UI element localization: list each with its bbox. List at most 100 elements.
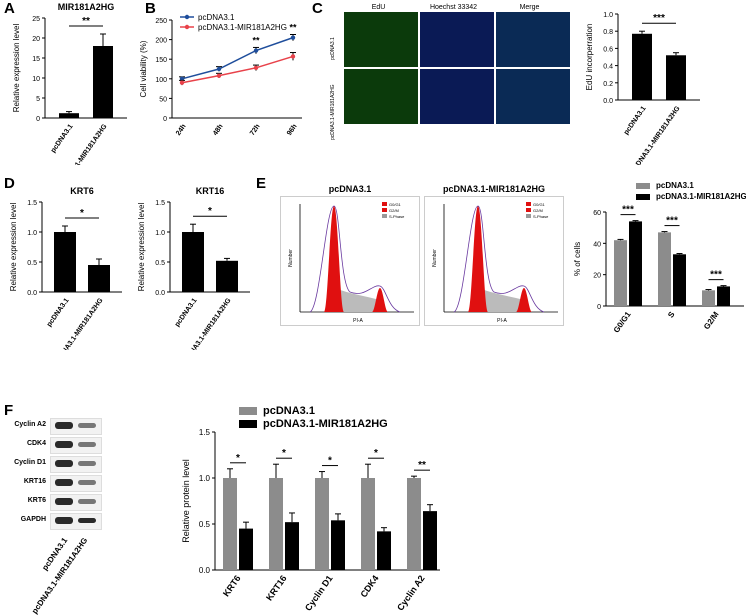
micro-row-treated: pcDNA3.1-MIR181A2HG bbox=[330, 84, 336, 140]
flow-control-x-label: PI-A bbox=[353, 318, 363, 324]
blot-band-treated bbox=[78, 423, 96, 428]
flow-treated-legend-label: G0/G1 bbox=[533, 202, 546, 207]
chart-c-sig-label: *** bbox=[653, 13, 665, 24]
chart-b-point bbox=[216, 66, 222, 72]
western-blot: Cyclin A2 CDK4 Cyclin D1 KRT16 KRT6 GAPDH pcDN… bbox=[0, 410, 165, 615]
chart-d-krt16-y-tick-label: 0.0 bbox=[155, 290, 165, 297]
blot-band-treated bbox=[78, 461, 96, 466]
blot-label: GAPDH bbox=[20, 516, 46, 523]
blot-band-control bbox=[55, 517, 73, 524]
flow-treated-y-label: Number bbox=[432, 249, 438, 267]
flow-treated-legend-swatch bbox=[526, 202, 531, 206]
chart-d-krt6: 0.0 0.5 1.0 1.5 Relative expression level pcD… bbox=[9, 186, 122, 350]
chart-d-krt6-y-label: Relative expression level bbox=[9, 203, 18, 292]
flow-control-legend-label: G0/G1 bbox=[389, 202, 402, 207]
chart-f-bar bbox=[361, 478, 375, 570]
chart-f-bar bbox=[239, 528, 253, 570]
micro-row-control: pcDNA3.1 bbox=[330, 37, 336, 60]
chart-d-krt6-y-tick-label: 1.0 bbox=[27, 230, 37, 237]
chart-f-x-tick-label: CDK4 bbox=[358, 573, 380, 599]
flow-control-y-label: Number bbox=[288, 249, 294, 267]
panel-letter-d: D bbox=[4, 175, 15, 192]
chart-f-y-tick-label: 0.0 bbox=[199, 566, 211, 575]
panel-letter-a: A bbox=[4, 0, 15, 17]
chart-d-krt6-title: KRT6 bbox=[70, 186, 94, 196]
chart-c-y-label: EdU incorperration bbox=[585, 24, 594, 91]
chart-a-title: MIR181A2HG bbox=[58, 2, 115, 12]
micro-edu-control bbox=[344, 12, 418, 67]
chart-f-sig-label: * bbox=[282, 448, 286, 459]
chart-a-y-label: Relative expression level bbox=[12, 24, 21, 113]
chart-f-bar bbox=[407, 478, 421, 570]
chart-f-bar bbox=[285, 522, 299, 570]
chart-f-sig-label: * bbox=[328, 456, 332, 467]
chart-f-y-label: Relative protein level bbox=[181, 459, 191, 543]
flow-control-g1-peak bbox=[324, 206, 344, 312]
flow-treated-legend-label: S-Phase bbox=[533, 214, 549, 219]
micro-col-merge: Merge bbox=[519, 4, 540, 11]
chart-d-krt6-y-tick-label: 0.0 bbox=[27, 290, 37, 297]
chart-d-krt16-bar bbox=[216, 260, 238, 292]
micro-edu-treated bbox=[344, 69, 418, 124]
chart-c-bar bbox=[632, 33, 652, 100]
blot-label: Cyclin A2 bbox=[14, 421, 46, 428]
chart-a-bar bbox=[93, 46, 113, 118]
chart-b-point bbox=[216, 73, 222, 78]
chart-e-y-tick-label: 40 bbox=[593, 241, 601, 248]
flow-control-legend-swatch bbox=[382, 202, 387, 206]
chart-f-y-tick-label: 0.5 bbox=[199, 520, 211, 529]
chart-c-bar bbox=[666, 55, 686, 100]
blot-label: KRT6 bbox=[27, 497, 46, 504]
chart-f-bar bbox=[223, 478, 237, 570]
blot-band-treated bbox=[78, 442, 96, 447]
chart-b-sig-96h: ** bbox=[289, 23, 297, 33]
blot-band-control bbox=[55, 460, 73, 467]
chart-b-y-label: Cell viability (%) bbox=[140, 40, 148, 97]
chart-d-krt16-bar bbox=[182, 232, 204, 292]
chart-b-y-tick-label: 150 bbox=[155, 57, 167, 64]
chart-d-krt16-x-tick-label: pcDNA3.1 bbox=[174, 297, 199, 328]
chart-e-bar bbox=[629, 221, 642, 306]
chart-a-bar bbox=[59, 113, 79, 118]
chart-a-y-tick-label: 15 bbox=[32, 56, 40, 63]
chart-b-y-tick-label: 200 bbox=[155, 38, 167, 45]
chart-b-y-tick-label: 100 bbox=[155, 77, 167, 84]
micro-hoechst-control bbox=[420, 12, 494, 67]
chart-f-y-tick-label: 1.0 bbox=[199, 474, 211, 483]
chart-f-x-tick-label: KRT6 bbox=[221, 573, 243, 598]
chart-e-bar bbox=[717, 286, 730, 306]
blot-band-treated bbox=[78, 499, 96, 504]
chart-e-bar bbox=[614, 240, 627, 306]
chart-b-legend-marker bbox=[184, 24, 190, 30]
blot-band-treated bbox=[78, 480, 96, 485]
micro-merge-treated bbox=[496, 69, 570, 124]
chart-e-y-label: % of cells bbox=[573, 242, 582, 276]
blot-band-control bbox=[55, 441, 73, 448]
micro-col-hoechst: Hoechst 33342 bbox=[429, 4, 478, 11]
chart-b-legend-label: pcDNA3.1-MIR181A2HG bbox=[198, 23, 287, 32]
micro-merge-control bbox=[496, 12, 570, 67]
chart-b-series-line bbox=[181, 36, 294, 80]
panel-letter-c: C bbox=[312, 0, 323, 17]
chart-f-bar bbox=[315, 478, 329, 570]
chart-b-legend-label: pcDNA3.1 bbox=[198, 13, 235, 22]
chart-f-x-tick-label: Cyclin A2 bbox=[395, 573, 427, 612]
chart-e-legend-label: pcDNA3.1-MIR181A2HG bbox=[656, 192, 746, 201]
flow-treated-legend-swatch bbox=[526, 214, 531, 218]
chart-b-point bbox=[179, 80, 185, 85]
chart-d-krt6-bar bbox=[88, 265, 110, 292]
chart-e-x-tick-label: G2/M bbox=[702, 310, 721, 331]
chart-e: 0 20 40 60 % of cells G0/G1 *** S *** G2/M *** pcDN… bbox=[573, 181, 746, 334]
chart-d-krt16-sig-label: * bbox=[208, 206, 212, 217]
chart-f-legend-label: pcDNA3.1 bbox=[263, 405, 315, 417]
flow-control-s-phase bbox=[335, 288, 380, 312]
blot-band-control bbox=[55, 422, 73, 429]
blot-strip bbox=[50, 456, 102, 473]
chart-d-krt6-sig-label: * bbox=[80, 208, 84, 219]
chart-e-legend-swatch bbox=[636, 194, 650, 200]
chart-a: 0 5 10 15 20 25 Relative expression level pcDNA… bbox=[12, 2, 127, 165]
flow-title-control: pcDNA3.1 bbox=[328, 184, 372, 194]
micro-col-edu: EdU bbox=[371, 4, 386, 11]
blot-label: KRT16 bbox=[23, 478, 46, 485]
